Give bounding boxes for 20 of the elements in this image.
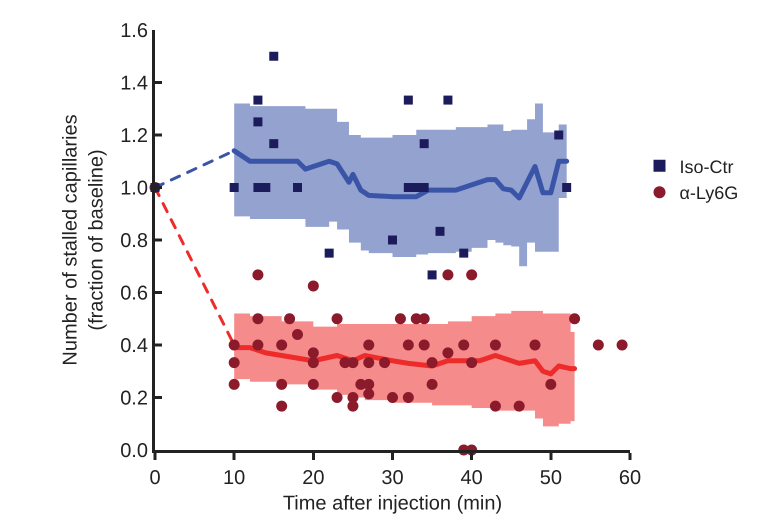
y-tick-label: 0.0 (120, 440, 148, 462)
y-tick-label: 0.6 (120, 282, 148, 304)
x-tick-label: 40 (460, 467, 483, 489)
x-tick-label: 30 (381, 467, 404, 489)
legend-label: α-Ly6G (680, 183, 738, 204)
x-tick-label: 10 (223, 467, 246, 489)
y-tick-label: 1.4 (120, 72, 148, 94)
y-axis-title: Number of stalled capillaries (fraction of baseline) (60, 114, 108, 366)
y-tick-label: 1.6 (120, 20, 148, 42)
x-tick-label: 20 (302, 467, 324, 489)
y-tick-label: 0.8 (120, 230, 148, 252)
legend-label: Iso-Ctr (680, 156, 734, 177)
y-tick-label: 1.2 (120, 125, 148, 147)
x-tick-label: 0 (149, 467, 161, 489)
x-axis-title: Time after injection (min) (282, 492, 502, 514)
y-tick-label: 0.4 (120, 335, 148, 357)
x-tick-label: 50 (540, 467, 562, 489)
x-tick-label: 60 (618, 467, 642, 489)
y-tick-label: 0.2 (120, 388, 148, 410)
y-tick-label: 1.0 (120, 178, 148, 200)
